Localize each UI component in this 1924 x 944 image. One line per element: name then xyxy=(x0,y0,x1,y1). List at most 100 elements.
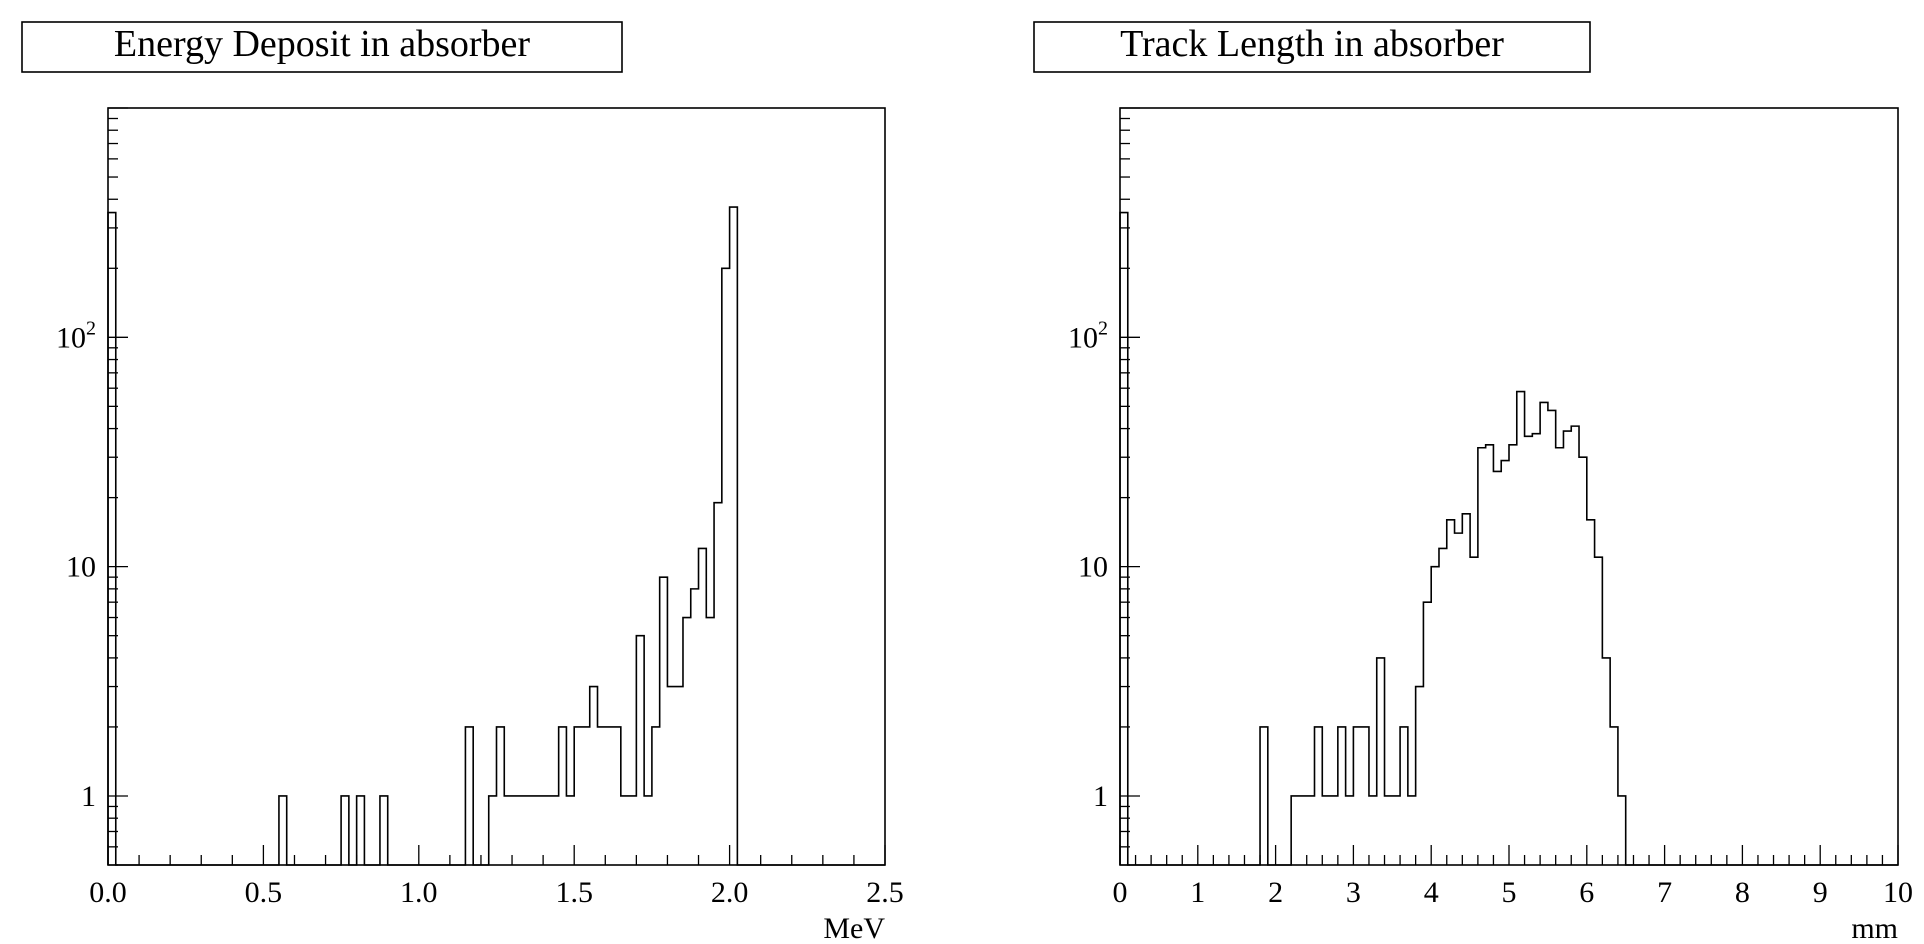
x-tick-label: 3 xyxy=(1346,876,1361,909)
histogram-bin xyxy=(551,796,559,865)
histogram-bin xyxy=(1392,796,1400,865)
histogram-bin xyxy=(1431,567,1439,865)
histogram-bin xyxy=(1595,557,1603,865)
histogram-bin xyxy=(1571,426,1579,865)
chart-1-bins xyxy=(108,207,737,865)
histogram-bin xyxy=(543,796,551,865)
histogram-bin xyxy=(660,577,668,865)
chart-2-x-tick-labels: 0 1 2 3 4 5 6 7 8 9 10 xyxy=(1113,876,1914,909)
histogram-bin xyxy=(1330,796,1338,865)
histogram-bin xyxy=(574,727,582,865)
y-tick-label-base: 1 xyxy=(1093,780,1108,813)
histogram-bin xyxy=(497,727,505,865)
y-tick-label: 1 xyxy=(81,780,96,813)
x-tick-label: 0.0 xyxy=(89,876,127,909)
histogram-bin xyxy=(605,727,613,865)
histogram-bin xyxy=(1385,796,1393,865)
y-tick-label: 10 xyxy=(66,551,96,584)
histogram-bin xyxy=(1338,727,1346,865)
chart-1-x-axis-label: MeV xyxy=(823,912,885,944)
y-tick-label-base: 10 xyxy=(1068,321,1098,354)
chart-1-title-box xyxy=(21,21,623,73)
histogram-bin xyxy=(512,796,520,865)
histogram-bin xyxy=(465,727,473,865)
histogram-bin xyxy=(706,618,714,865)
histogram-bin xyxy=(582,727,590,865)
histogram-bin xyxy=(714,503,722,865)
histogram-bin xyxy=(667,687,675,865)
histogram-bin xyxy=(489,796,497,865)
histogram-bin xyxy=(691,589,699,865)
histogram-bin xyxy=(1517,392,1525,865)
x-tick-label: 1 xyxy=(1190,876,1205,909)
histogram-bin xyxy=(683,618,691,865)
histogram-bin xyxy=(1478,448,1486,865)
histogram-bin xyxy=(1322,796,1330,865)
chart-energy-deposit: Energy Deposit in absorber 0.0 0.5 1.0 1… xyxy=(21,21,904,944)
chart-track-length: Track Length in absorber 0 1 2 3 4 5 6 7… xyxy=(1033,21,1914,944)
histogram-bin xyxy=(1455,533,1463,865)
histogram-bin xyxy=(1439,548,1447,865)
x-tick-label: 2 xyxy=(1268,876,1283,909)
histogram-bin xyxy=(1556,448,1564,865)
chart-2-bins xyxy=(1120,213,1626,865)
x-tick-label: 6 xyxy=(1579,876,1594,909)
x-tick-label: 8 xyxy=(1735,876,1750,909)
chart-2-histogram-outline xyxy=(1119,211,1898,866)
histogram-bin xyxy=(380,796,388,865)
histogram-bin xyxy=(108,213,116,865)
histogram-bin xyxy=(629,796,637,865)
histogram-bin xyxy=(598,727,606,865)
histogram-bin xyxy=(1400,727,1408,865)
histogram-bin xyxy=(1548,410,1556,865)
histogram-bin xyxy=(528,796,536,865)
histogram-bin xyxy=(1120,213,1128,865)
chart-2-title: Track Length in absorber xyxy=(1120,23,1504,65)
histogram-bin xyxy=(1540,402,1548,865)
x-tick-label: 2.5 xyxy=(866,876,904,909)
histogram-bin xyxy=(1377,658,1385,865)
histogram-bin xyxy=(1299,796,1307,865)
y-tick-label-exponent: 2 xyxy=(86,317,96,339)
histogram-bin xyxy=(1462,514,1470,865)
y-tick-label: 10 xyxy=(1078,551,1108,584)
chart-2-y-tick-labels: 1 10 102 xyxy=(1068,317,1108,813)
x-tick-label: 2.0 xyxy=(711,876,749,909)
x-tick-label: 4 xyxy=(1424,876,1439,909)
chart-1-title: Energy Deposit in absorber xyxy=(114,23,530,65)
x-tick-label: 9 xyxy=(1813,876,1828,909)
x-tick-label: 1.5 xyxy=(555,876,593,909)
histogram-bin xyxy=(1369,796,1377,865)
chart-2-title-box xyxy=(1033,21,1591,73)
histogram-bin xyxy=(1291,796,1299,865)
y-tick-label-base: 10 xyxy=(56,321,86,354)
histogram-bin xyxy=(636,636,644,865)
histogram-bin xyxy=(1532,434,1540,865)
histogram-bin xyxy=(1260,727,1268,865)
x-tick-label: 5 xyxy=(1502,876,1517,909)
histogram-bin xyxy=(1486,445,1494,865)
y-tick-label-base: 10 xyxy=(66,551,96,584)
y-tick-label-base: 10 xyxy=(1078,551,1108,584)
x-tick-label: 7 xyxy=(1657,876,1672,909)
histogram-bin xyxy=(699,548,707,865)
histogram-bin xyxy=(559,727,567,865)
histogram-bin xyxy=(675,687,683,865)
histogram-bin xyxy=(1447,520,1455,865)
y-tick-label-exponent: 2 xyxy=(1098,317,1108,339)
chart-1-y-tick-labels: 1 10 102 xyxy=(56,317,96,813)
histogram-bin xyxy=(1346,796,1354,865)
y-tick-label: 1 xyxy=(1093,780,1108,813)
histogram-bin xyxy=(1610,727,1618,865)
histogram-bin xyxy=(1493,471,1501,865)
histogram-bin xyxy=(1416,687,1424,865)
histogram-bin xyxy=(279,796,287,865)
histogram-bin xyxy=(1408,796,1416,865)
chart-2-x-minor-ticks xyxy=(1119,845,1899,865)
histogram-bin xyxy=(1501,461,1509,865)
x-tick-label: 10 xyxy=(1883,876,1913,909)
histogram-bin xyxy=(1470,557,1478,865)
histogram-bin xyxy=(357,796,365,865)
histogram-bin xyxy=(1563,431,1571,865)
